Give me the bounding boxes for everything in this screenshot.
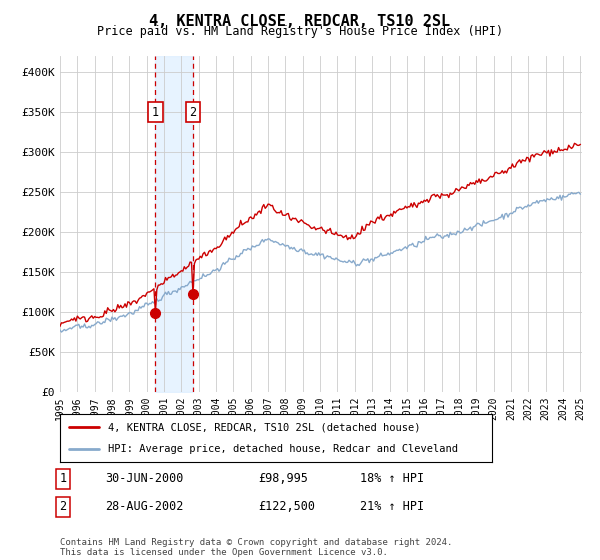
- Text: 4, KENTRA CLOSE, REDCAR, TS10 2SL (detached house): 4, KENTRA CLOSE, REDCAR, TS10 2SL (detac…: [107, 422, 420, 432]
- Text: 1: 1: [59, 472, 67, 486]
- Text: 2: 2: [59, 500, 67, 514]
- Text: £122,500: £122,500: [258, 500, 315, 514]
- Text: Price paid vs. HM Land Registry's House Price Index (HPI): Price paid vs. HM Land Registry's House …: [97, 25, 503, 38]
- Text: 30-JUN-2000: 30-JUN-2000: [105, 472, 184, 486]
- Text: 21% ↑ HPI: 21% ↑ HPI: [360, 500, 424, 514]
- Text: 1: 1: [152, 105, 159, 119]
- Text: 28-AUG-2002: 28-AUG-2002: [105, 500, 184, 514]
- Text: 18% ↑ HPI: 18% ↑ HPI: [360, 472, 424, 486]
- Text: £98,995: £98,995: [258, 472, 308, 486]
- Text: Contains HM Land Registry data © Crown copyright and database right 2024.
This d: Contains HM Land Registry data © Crown c…: [60, 538, 452, 557]
- Text: 2: 2: [190, 105, 197, 119]
- Text: HPI: Average price, detached house, Redcar and Cleveland: HPI: Average price, detached house, Redc…: [107, 444, 458, 454]
- Text: 4, KENTRA CLOSE, REDCAR, TS10 2SL: 4, KENTRA CLOSE, REDCAR, TS10 2SL: [149, 14, 451, 29]
